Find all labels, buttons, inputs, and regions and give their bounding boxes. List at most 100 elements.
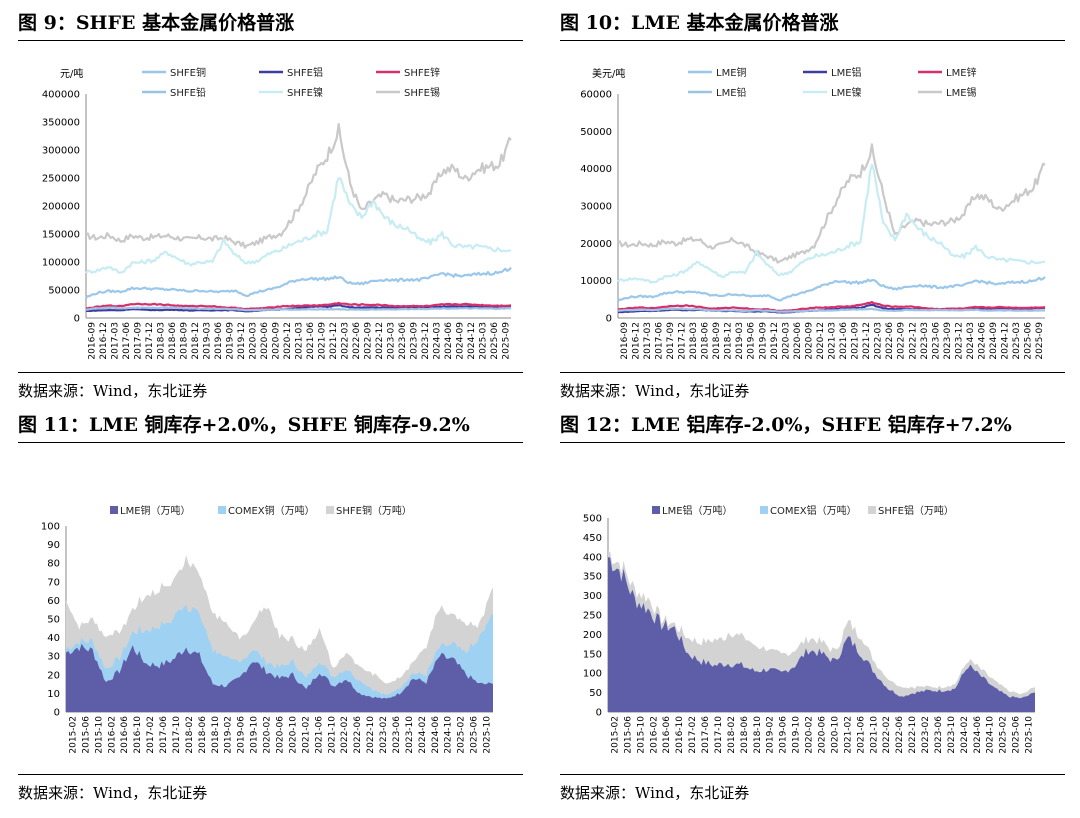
x-tick-label: 2025-06 — [490, 322, 500, 360]
y-tick-label: 40 — [47, 633, 60, 644]
figure-11-source: 数据来源：Wind，东北证券 — [18, 784, 208, 802]
x-tick-label: 2023-06 — [931, 322, 941, 360]
x-tick-label: 2018-09 — [180, 322, 190, 360]
x-tick-label: 2019-03 — [203, 322, 213, 360]
x-tick-label: 2016-06 — [662, 716, 672, 754]
x-tick-label: 2022-03 — [340, 322, 350, 360]
y-tick-label: 450 — [583, 533, 602, 544]
x-tick-label: 2022-12 — [375, 322, 385, 360]
x-tick-label: 2018-02 — [185, 716, 195, 754]
series-line-lme — [617, 307, 1046, 313]
title-rule — [18, 442, 523, 443]
x-tick-label: 2025-03 — [478, 322, 488, 360]
x-tick-label: 2025-09 — [501, 322, 511, 360]
y-tick-label: 150000 — [42, 230, 80, 241]
x-tick-label: 2017-06 — [701, 716, 711, 754]
x-tick-label: 2020-02 — [263, 716, 273, 754]
x-tick-label: 2016-10 — [675, 716, 685, 754]
x-tick-label: 2018-03 — [689, 322, 699, 360]
legend-swatch — [326, 506, 334, 514]
x-tick-label: 2024-10 — [444, 716, 454, 754]
y-tick-label: 60 — [47, 596, 60, 607]
y-tick-label: 60000 — [580, 90, 612, 101]
legend-label-lme: LME铜（万吨） — [120, 504, 191, 517]
x-tick-label: 2018-06 — [701, 322, 711, 360]
x-tick-label: 2018-12 — [724, 322, 734, 360]
y-tick-label: 350 — [583, 572, 602, 583]
x-tick-label: 2024-02 — [960, 716, 970, 754]
y-tick-label: 70 — [47, 577, 60, 588]
y-tick-label: 400 — [583, 552, 602, 563]
y-tick-label: 90 — [47, 540, 60, 551]
title-rule — [560, 442, 1065, 443]
bottom-rule — [18, 372, 523, 373]
x-tick-label: 2022-09 — [897, 322, 907, 360]
x-tick-label: 2019-03 — [735, 322, 745, 360]
x-tick-label: 2022-09 — [363, 322, 373, 360]
x-tick-label: 2022-02 — [340, 716, 350, 754]
x-tick-label: 2024-06 — [444, 322, 454, 360]
aluminium-inventory-chart: LME铝（万吨） COMEX铝（万吨） SHFE铝（万吨） 0 50 100 150 200 2… — [583, 504, 1035, 754]
y-tick-label: 0 — [606, 314, 612, 325]
x-tick-label: 2017-03 — [111, 322, 121, 360]
x-tick-label: 2019-06 — [779, 716, 789, 754]
figure-10-source: 数据来源：Wind，东北证券 — [560, 382, 750, 400]
x-tick-label: 2021-09 — [317, 322, 327, 360]
x-tick-label: 2016-12 — [631, 322, 641, 360]
x-tick-label: 2017-09 — [666, 322, 676, 360]
y-tick-label: 0 — [74, 314, 80, 325]
y-tick-label: 10 — [47, 689, 60, 700]
x-tick-label: 2021-03 — [295, 322, 305, 360]
x-tick-label: 2025-06 — [1012, 716, 1022, 754]
x-tick-label: 2024-06 — [978, 322, 988, 360]
legend-swatch — [652, 506, 660, 514]
x-tick-label: 2015-06 — [81, 716, 91, 754]
x-tick-label: 2018-10 — [211, 716, 221, 754]
x-tick-label: 2021-12 — [329, 322, 339, 360]
x-tick-label: 2019-12 — [237, 322, 247, 360]
x-tick-label: 2016-10 — [133, 716, 143, 754]
x-tick-label: 2017-02 — [688, 716, 698, 754]
x-tick-label: 2022-02 — [882, 716, 892, 754]
x-tick-label: 2025-02 — [999, 716, 1009, 754]
x-tick-label: 2022-12 — [908, 322, 918, 360]
x-tick-label: 2017-10 — [172, 716, 182, 754]
y-tick-label: 10000 — [580, 276, 612, 287]
figure-12-source: 数据来源：Wind，东北证券 — [560, 784, 750, 802]
bottom-rule — [560, 372, 1065, 373]
x-tick-label: 2017-06 — [159, 716, 169, 754]
x-tick-label: 2021-06 — [839, 322, 849, 360]
x-tick-label: 2017-06 — [122, 322, 132, 360]
figure-11-panel: 图 11：LME 铜库存+2.0%，SHFE 铜库存-9.2% LME铜（万吨）… — [18, 402, 538, 802]
x-tick-label: 2021-10 — [869, 716, 879, 754]
series-line-lme — [617, 276, 1046, 302]
legend-label-shfe: SHFE锌 — [404, 66, 440, 79]
x-tick-label: 2021-10 — [327, 716, 337, 754]
x-tick-label: 2019-06 — [747, 322, 757, 360]
series-line-shfe — [85, 123, 512, 249]
x-tick-label: 2024-02 — [418, 716, 428, 754]
y-tick-label: 350000 — [42, 118, 80, 129]
x-tick-label: 2021-06 — [856, 716, 866, 754]
x-tick-label: 2020-10 — [288, 716, 298, 754]
y-tick-label: 100000 — [42, 258, 80, 269]
legend-swatch — [110, 506, 118, 514]
series-line-lme — [617, 163, 1046, 284]
x-tick-label: 2017-06 — [654, 322, 664, 360]
figure-10-panel: 图 10：LME 基本金属价格普涨 美元/吨 LME铜 LME铝 LME锌 LME铅 LM… — [560, 0, 1080, 400]
y-tick-label: 100 — [583, 669, 602, 680]
x-tick-label: 2017-02 — [146, 716, 156, 754]
x-tick-label: 2018-09 — [712, 322, 722, 360]
x-tick-label: 2020-12 — [816, 322, 826, 360]
x-tick-label: 2019-02 — [766, 716, 776, 754]
x-tick-label: 2017-10 — [714, 716, 724, 754]
legend-swatch — [760, 506, 768, 514]
y-tick-label: 50 — [589, 688, 602, 699]
x-tick-label: 2022-06 — [895, 716, 905, 754]
x-tick-label: 2015-10 — [94, 716, 104, 754]
x-tick-label: 2023-12 — [954, 322, 964, 360]
x-tick-label: 2024-03 — [432, 322, 442, 360]
x-tick-label: 2020-09 — [804, 322, 814, 360]
y-tick-label: 250 — [583, 611, 602, 622]
legend-label-shfe: SHFE铜（万吨） — [336, 504, 412, 517]
